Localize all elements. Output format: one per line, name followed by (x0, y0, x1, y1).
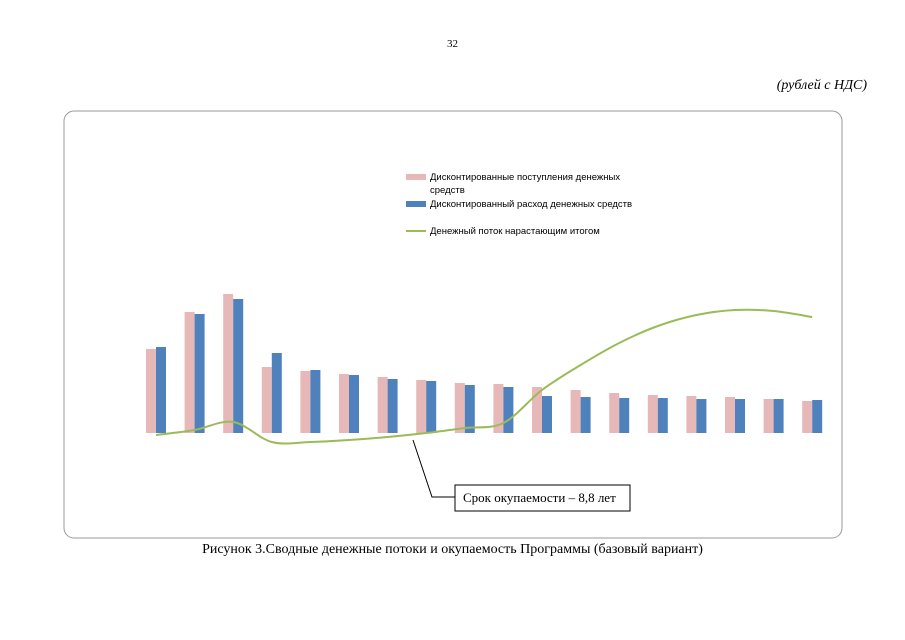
bar (339, 374, 349, 433)
bar (387, 379, 398, 433)
bar (493, 384, 504, 433)
bar (156, 347, 166, 433)
bar (542, 396, 552, 433)
bar (735, 399, 745, 433)
bar (532, 387, 542, 433)
legend-label: Дисконтированный расход денежных средств (430, 199, 633, 210)
bar (146, 349, 156, 433)
bar (802, 401, 813, 433)
bar (503, 387, 514, 433)
bar (454, 383, 465, 433)
bar (570, 390, 581, 433)
annotation-box (454, 484, 631, 512)
bar (725, 397, 735, 433)
bar (223, 294, 234, 433)
bar (310, 370, 321, 433)
bar (812, 400, 823, 433)
bar (696, 399, 707, 433)
units-note: (рублей с НДС) (776, 78, 867, 93)
legend-swatch (406, 174, 426, 180)
bar (647, 395, 658, 433)
bar (349, 375, 359, 433)
chart-frame (63, 110, 843, 539)
bar (609, 393, 620, 433)
bar (300, 371, 311, 433)
bar (619, 398, 630, 433)
bar (464, 385, 475, 433)
legend-label: Дисконтированные поступления денежных ср… (430, 172, 621, 196)
legend-label: Денежный поток нарастающим итогом (430, 226, 600, 237)
bar (194, 314, 205, 433)
bar (233, 299, 244, 433)
bar (763, 399, 774, 433)
bar (773, 399, 784, 433)
legend-swatch (406, 201, 426, 207)
bar (377, 377, 388, 433)
page-number: 32 (447, 38, 458, 50)
bar (416, 380, 427, 433)
annotation: Срок окупаемости – 8,8 лет (463, 490, 616, 505)
line (155, 308, 813, 445)
bar (580, 397, 591, 433)
bar (426, 381, 437, 433)
bar (657, 398, 668, 433)
bar (686, 396, 697, 433)
caption: Рисунок 3.Сводные денежные потоки и окуп… (202, 542, 703, 557)
bar (184, 312, 195, 433)
bar (271, 353, 282, 433)
annotation-leader (412, 439, 455, 498)
bar (261, 367, 272, 433)
